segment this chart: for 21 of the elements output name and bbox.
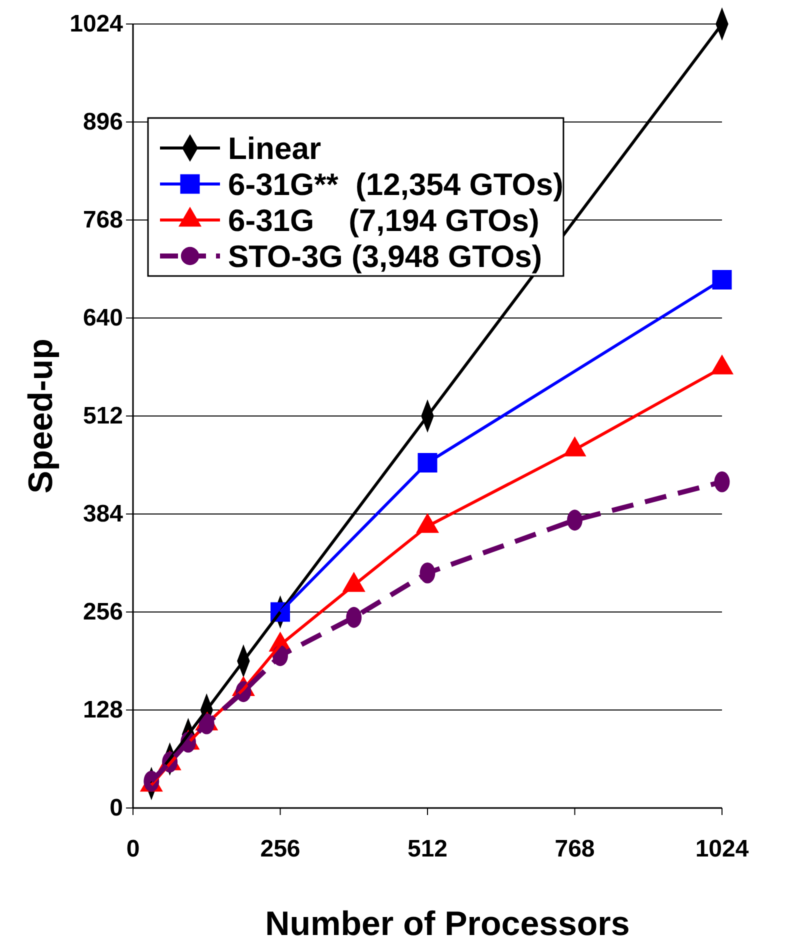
y-tick-label: 1024 [70,10,124,38]
legend-label: 6-31G** (12,354 GTOs) [228,167,564,202]
point [567,510,582,531]
x-tick-label: 1024 [695,835,750,862]
legend-label: STO-3G (3,948 GTOs) [228,239,542,274]
y-tick-label: 256 [82,598,123,626]
y-tick-label: 640 [82,304,123,332]
x-tick-label: 768 [554,835,595,862]
x-axis-title: Number of Processors [265,905,630,943]
legend-label: 6-31G (7,194 GTOs) [228,203,540,238]
y-tick-label: 768 [82,206,123,234]
legend-label: Linear [228,131,322,166]
y-tick-label: 0 [110,794,123,822]
y-tick-label: 512 [82,402,123,430]
x-tick-label: 256 [260,835,300,862]
y-tick-label: 384 [82,500,124,528]
y-axis-title: Speed-up [22,338,60,494]
point [346,606,362,628]
y-tick-label: 128 [82,696,123,724]
x-tick-label: 512 [407,835,448,862]
y-tick-label: 896 [82,108,123,136]
